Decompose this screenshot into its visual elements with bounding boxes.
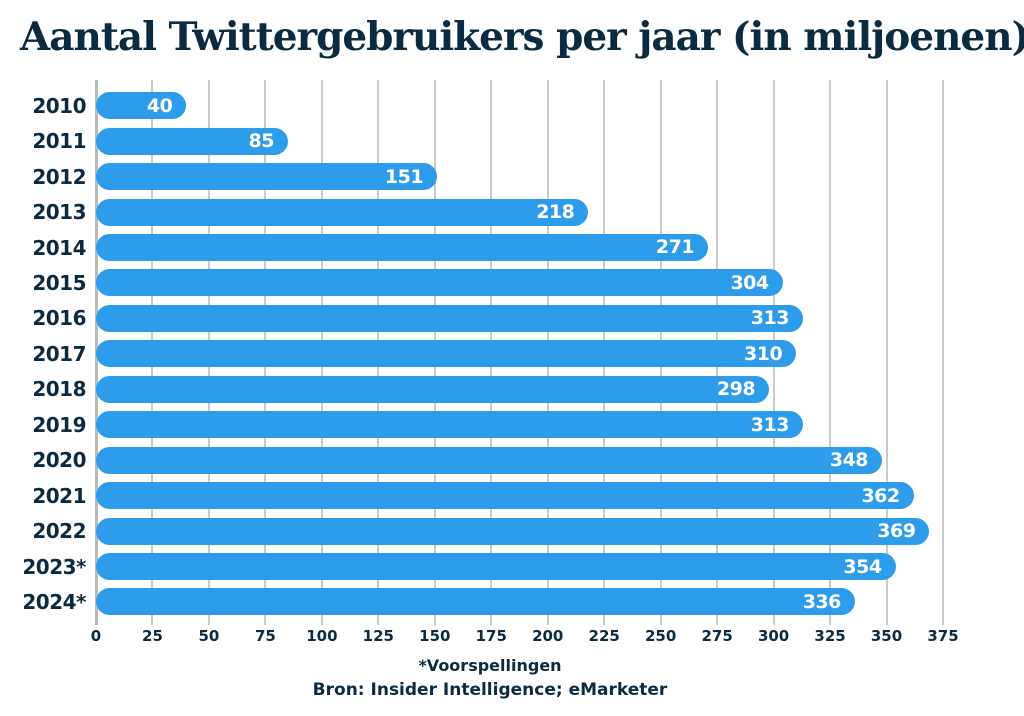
bar-row: 2021 362	[0, 478, 1024, 513]
bar: 151	[96, 163, 438, 191]
bar: 362	[96, 482, 914, 510]
year-label: 2024*	[22, 590, 86, 615]
x-tick-label: 225	[588, 627, 620, 645]
bar-row: 2019 313	[0, 407, 1024, 442]
bar: 271	[96, 233, 709, 261]
x-tick-label: 0	[90, 627, 102, 645]
bar-row: 2014 271	[0, 230, 1024, 265]
bar-row: 2018 298	[0, 372, 1024, 407]
bar-value-label: 336	[802, 590, 842, 613]
gridline	[942, 80, 944, 625]
x-tick-label: 25	[142, 627, 163, 645]
year-label: 2023*	[22, 554, 86, 579]
chart-footer: *Voorspellingen Bron: Insider Intelligen…	[0, 656, 980, 702]
bar-row: 2024* 336	[0, 584, 1024, 619]
year-label: 2017	[32, 341, 86, 366]
bar-value-label: 271	[655, 236, 695, 259]
year-label: 2012	[32, 164, 86, 189]
bar-row: 2011 85	[0, 123, 1024, 158]
bar-value-label: 369	[877, 520, 916, 543]
bar: 218	[96, 198, 589, 226]
x-tick-label: 50	[198, 627, 220, 645]
x-tick-label: 100	[306, 627, 338, 645]
year-label: 2014	[32, 235, 86, 260]
year-label: 2022	[32, 519, 86, 544]
x-tick-label: 325	[814, 627, 846, 645]
bar-value-label: 362	[861, 484, 900, 507]
bar-row: 2020 348	[0, 443, 1024, 478]
bar: 348	[96, 446, 883, 474]
bar-row: 2012 151	[0, 159, 1024, 194]
year-label: 2021	[32, 483, 86, 508]
x-axis: 0 25 50 75 100 125 150 175 200 225 250 275 300 325 350…	[0, 627, 1024, 647]
x-tick-label: 175	[475, 627, 507, 645]
year-label: 2013	[32, 200, 86, 225]
bar: 85	[96, 127, 288, 155]
bar-row: 2010 40	[0, 88, 1024, 123]
bar-value-label: 313	[750, 413, 790, 436]
x-tick-label: 75	[254, 627, 276, 645]
x-tick-label: 350	[870, 627, 903, 645]
bar-value-label: 151	[384, 165, 424, 188]
bar-row: 2022 369	[0, 513, 1024, 548]
year-label: 2016	[32, 306, 86, 331]
x-tick-label: 275	[701, 627, 733, 645]
bar-row: 2017 310	[0, 336, 1024, 371]
bar-row: 2023* 354	[0, 549, 1024, 584]
gridline	[885, 80, 888, 625]
x-tick-label: 375	[927, 627, 959, 645]
bar-value-label: 218	[536, 201, 575, 224]
x-tick-label: 250	[645, 627, 677, 645]
source-attribution: Bron: Insider Intelligence; eMarketer	[312, 680, 668, 700]
footnote: *Voorspellingen	[418, 656, 562, 675]
bar-row: 2016 313	[0, 301, 1024, 336]
bar-value-label: 85	[248, 130, 275, 153]
x-tick-label: 300	[757, 627, 790, 645]
x-tick-label: 150	[419, 627, 451, 645]
bar-value-label: 310	[744, 342, 783, 365]
bar-row: 2015 304	[0, 265, 1024, 300]
chart-title: Aantal Twittergebruikers per jaar (in mi…	[20, 14, 1024, 60]
x-tick-label: 200	[532, 627, 564, 645]
year-label: 2018	[32, 377, 86, 402]
bar: 310	[96, 340, 797, 368]
bar: 336	[96, 588, 855, 616]
bar: 313	[96, 411, 803, 439]
bar-row: 2013 218	[0, 194, 1024, 229]
bar-value-label: 313	[750, 307, 790, 330]
gridline	[829, 80, 832, 625]
bar-value-label: 348	[829, 449, 869, 472]
bar: 40	[96, 92, 187, 120]
bar: 298	[96, 375, 770, 403]
year-label: 2020	[32, 448, 86, 473]
bar-value-label: 354	[843, 555, 882, 578]
bar-value-label: 40	[146, 94, 173, 117]
bar: 369	[96, 517, 930, 545]
x-tick-label: 125	[362, 627, 394, 645]
bar-value-label: 298	[716, 378, 756, 401]
bar: 313	[96, 304, 803, 332]
year-label: 2015	[32, 270, 86, 295]
bar: 354	[96, 553, 896, 581]
year-label: 2010	[32, 93, 86, 118]
bar-value-label: 304	[730, 271, 769, 294]
bar: 304	[96, 269, 783, 297]
year-label: 2019	[32, 412, 86, 437]
year-label: 2011	[32, 129, 86, 154]
